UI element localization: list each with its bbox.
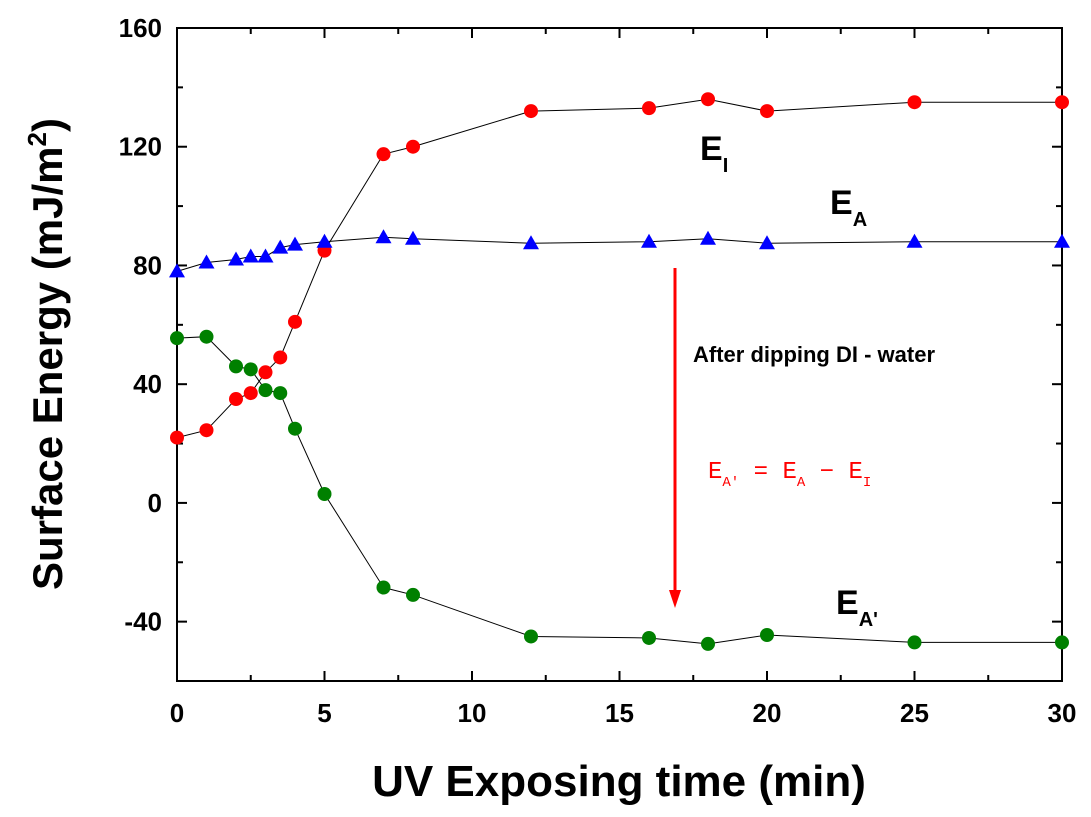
x-tick-label: 10	[458, 698, 487, 728]
data-point	[318, 487, 332, 501]
x-tick-label: 0	[170, 698, 184, 728]
series-label-main: E	[836, 584, 859, 622]
series-label-main: E	[830, 184, 853, 222]
formula-part: −	[805, 459, 848, 486]
series-line	[177, 237, 1062, 271]
data-point	[701, 637, 715, 651]
series-line	[177, 99, 1062, 437]
data-point	[700, 231, 716, 245]
data-point	[273, 386, 287, 400]
series-label: EA'	[836, 584, 878, 631]
data-point	[641, 234, 657, 248]
formula-part: =	[739, 459, 782, 486]
x-tick-label: 20	[753, 698, 782, 728]
data-point	[377, 581, 391, 595]
formula-part: E	[782, 459, 796, 486]
formula: EA' = EA − EI	[708, 459, 871, 491]
data-point	[229, 359, 243, 373]
x-axis-title: UV Exposing time (min)	[372, 757, 866, 806]
x-tick-label: 30	[1048, 698, 1077, 728]
series-label-main: E	[700, 130, 723, 168]
data-point	[170, 331, 184, 345]
data-point	[258, 249, 274, 263]
data-point	[376, 229, 392, 243]
y-tick-label: 0	[148, 488, 162, 518]
data-point	[642, 631, 656, 645]
data-point	[524, 104, 538, 118]
data-point	[259, 365, 273, 379]
formula-sub: I	[863, 475, 871, 491]
y-tick-label: 40	[133, 369, 162, 399]
formula-part: E	[708, 459, 722, 486]
y-tick-label: 160	[119, 13, 162, 43]
data-point	[200, 330, 214, 344]
series-label: EI	[700, 130, 728, 177]
data-point	[288, 422, 302, 436]
series-label-sub: I	[723, 155, 729, 177]
data-point	[244, 362, 258, 376]
data-point	[907, 234, 923, 248]
chart: UV Exposing time (min) Surface Energy (m…	[0, 0, 1091, 812]
y-tick-label: 80	[133, 250, 162, 280]
x-tick-label: 15	[605, 698, 634, 728]
data-point	[259, 383, 273, 397]
y-title-sup: 2	[22, 132, 52, 146]
data-point	[701, 92, 715, 106]
series-line	[177, 337, 1062, 644]
arrow-head	[669, 590, 681, 608]
annotation: After dipping DI - water	[693, 342, 935, 367]
data-point	[200, 423, 214, 437]
y-tick-label: -40	[124, 607, 162, 637]
data-point	[524, 629, 538, 643]
data-point	[759, 235, 775, 249]
data-point	[377, 147, 391, 161]
y-title-end: )	[24, 118, 71, 132]
y-title-main: Surface Energy (mJ/m	[24, 146, 71, 590]
data-point	[760, 104, 774, 118]
data-point	[1054, 234, 1070, 248]
data-point	[642, 101, 656, 115]
y-axis-title: Surface Energy (mJ/m2)	[22, 118, 71, 590]
formula-sub: A'	[722, 475, 739, 491]
data-point	[1055, 95, 1069, 109]
series-label: EA	[830, 184, 867, 231]
series-label-sub: A	[853, 209, 867, 231]
series-label-sub: A'	[859, 609, 878, 631]
data-point	[1055, 635, 1069, 649]
data-point	[244, 386, 258, 400]
x-tick-label: 25	[900, 698, 929, 728]
data-point	[288, 315, 302, 329]
formula-part: E	[848, 459, 862, 486]
data-point	[273, 350, 287, 364]
data-point	[170, 431, 184, 445]
data-point	[523, 235, 539, 249]
data-point	[406, 140, 420, 154]
data-point	[405, 231, 421, 245]
data-point	[908, 635, 922, 649]
data-point	[908, 95, 922, 109]
y-tick-label: 120	[119, 132, 162, 162]
data-point	[243, 249, 259, 263]
data-point	[406, 588, 420, 602]
x-tick-label: 5	[317, 698, 331, 728]
data-point	[760, 628, 774, 642]
data-point	[229, 392, 243, 406]
